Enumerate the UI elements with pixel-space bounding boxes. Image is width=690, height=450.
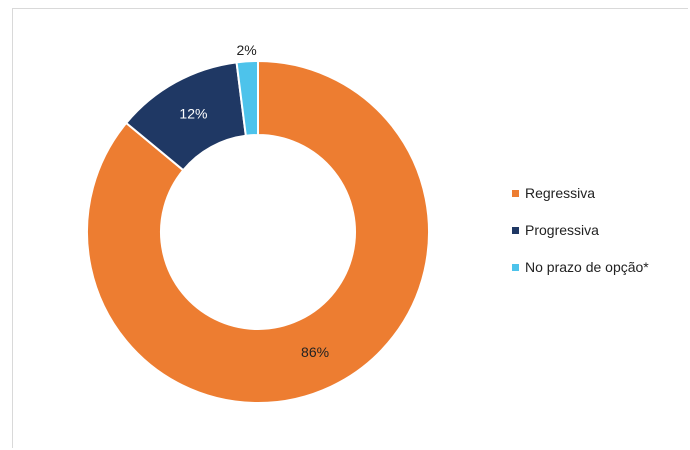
- legend-item-no-prazo: No prazo de opção*: [512, 258, 649, 276]
- legend-swatch-no-prazo: [512, 263, 519, 271]
- label-regressiva: 86%: [301, 344, 329, 360]
- chart-frame: [12, 8, 688, 448]
- legend-swatch-progressiva: [512, 226, 519, 234]
- legend-item-regressiva: Regressiva: [512, 184, 649, 202]
- slice-regressiva: [86, 59, 430, 404]
- slice-no-prazo: [235, 59, 259, 137]
- legend-label-progressiva: Progressiva: [525, 222, 599, 238]
- legend-label-regressiva: Regressiva: [525, 185, 596, 201]
- legend-item-progressiva: Progressiva: [512, 221, 649, 239]
- data-labels: 86% 12% 2%: [179, 42, 329, 360]
- donut-slices: [86, 59, 430, 404]
- legend: Regressiva Progressiva No prazo de opção…: [512, 184, 649, 295]
- legend-swatch-regressiva: [512, 189, 519, 197]
- legend-label-no-prazo: No prazo de opção*: [525, 259, 649, 275]
- label-progressiva: 12%: [179, 105, 207, 121]
- label-no-prazo: 2%: [237, 42, 257, 58]
